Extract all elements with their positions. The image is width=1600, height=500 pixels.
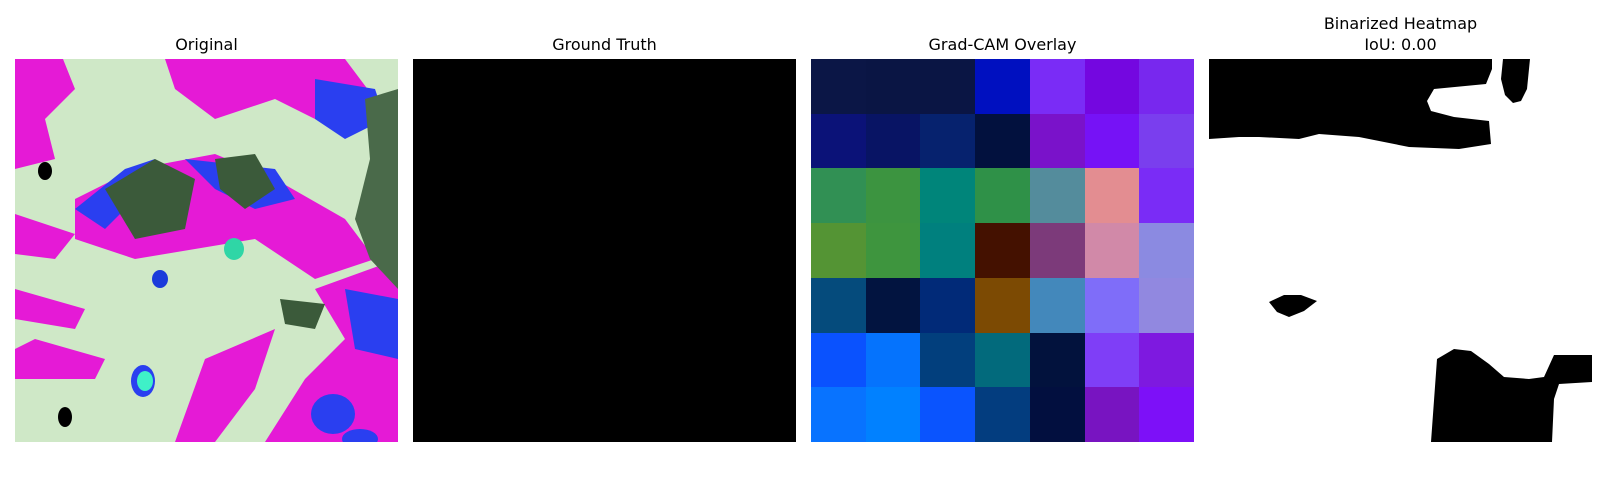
gradcam-cell bbox=[1139, 223, 1194, 278]
gradcam-cell bbox=[975, 387, 1030, 442]
gradcam-cell bbox=[865, 277, 921, 333]
gradcam-cell bbox=[1084, 59, 1140, 114]
gradcam-cell bbox=[920, 59, 976, 114]
gradcam-cell bbox=[920, 387, 976, 442]
gradcam-cell bbox=[811, 168, 866, 224]
gradcam-cell bbox=[1029, 277, 1085, 333]
gradcam-cell bbox=[1029, 113, 1085, 169]
gradcam-cell bbox=[1139, 277, 1194, 333]
original-title: Original bbox=[175, 35, 238, 54]
gradcam-cell bbox=[1139, 59, 1194, 114]
gradcam-cell bbox=[811, 59, 866, 114]
gradcam-cell bbox=[811, 332, 866, 388]
gradcam-cell bbox=[1139, 168, 1194, 224]
gradcam-cell bbox=[920, 168, 976, 224]
gradcam-cell bbox=[865, 113, 921, 169]
gradcam-cell bbox=[920, 332, 976, 388]
gradcam-cell bbox=[1029, 59, 1085, 114]
original-image bbox=[15, 59, 398, 442]
gradcam-cell bbox=[811, 223, 866, 278]
gradcam-cell bbox=[1029, 332, 1085, 388]
gradcam-cell bbox=[1084, 387, 1140, 442]
gradcam-overlay-grid bbox=[811, 59, 1194, 442]
gradcam-cell bbox=[1139, 113, 1194, 169]
gradcam-cell bbox=[920, 113, 976, 169]
gradcam-cell bbox=[1029, 168, 1085, 224]
gradcam-cell bbox=[920, 223, 976, 278]
binarized-title-line1: Binarized Heatmap bbox=[1323, 14, 1478, 33]
gradcam-cell bbox=[920, 277, 976, 333]
gradcam-cell bbox=[1139, 332, 1194, 388]
gradcam-cell bbox=[1084, 332, 1140, 388]
gradcam-cell bbox=[1029, 223, 1085, 278]
gradcam-title: Grad-CAM Overlay bbox=[928, 35, 1077, 54]
ground-truth-mask bbox=[413, 59, 796, 442]
ground-truth-title: Ground Truth bbox=[552, 35, 657, 54]
gradcam-cell bbox=[975, 113, 1030, 169]
gradcam-cell bbox=[865, 168, 921, 224]
gradcam-cell bbox=[975, 332, 1030, 388]
gradcam-cell bbox=[1029, 387, 1085, 442]
gradcam-cell bbox=[975, 59, 1030, 114]
gradcam-cell bbox=[811, 277, 866, 333]
gradcam-cell bbox=[1084, 113, 1140, 169]
gradcam-cell bbox=[975, 168, 1030, 224]
binarized-heatmap bbox=[1209, 59, 1592, 442]
gradcam-cell bbox=[811, 387, 866, 442]
gradcam-cell bbox=[975, 277, 1030, 333]
gradcam-cell bbox=[1084, 168, 1140, 224]
binarized-iou-label: IoU: 0.00 bbox=[1364, 35, 1437, 54]
gradcam-cell bbox=[865, 223, 921, 278]
gradcam-cell bbox=[1084, 223, 1140, 278]
gradcam-cell bbox=[1084, 277, 1140, 333]
gradcam-cell bbox=[811, 113, 866, 169]
gradcam-cell bbox=[865, 332, 921, 388]
gradcam-cell bbox=[865, 387, 921, 442]
gradcam-cell bbox=[1139, 387, 1194, 442]
gradcam-cell bbox=[975, 223, 1030, 278]
gradcam-cell bbox=[865, 59, 921, 114]
